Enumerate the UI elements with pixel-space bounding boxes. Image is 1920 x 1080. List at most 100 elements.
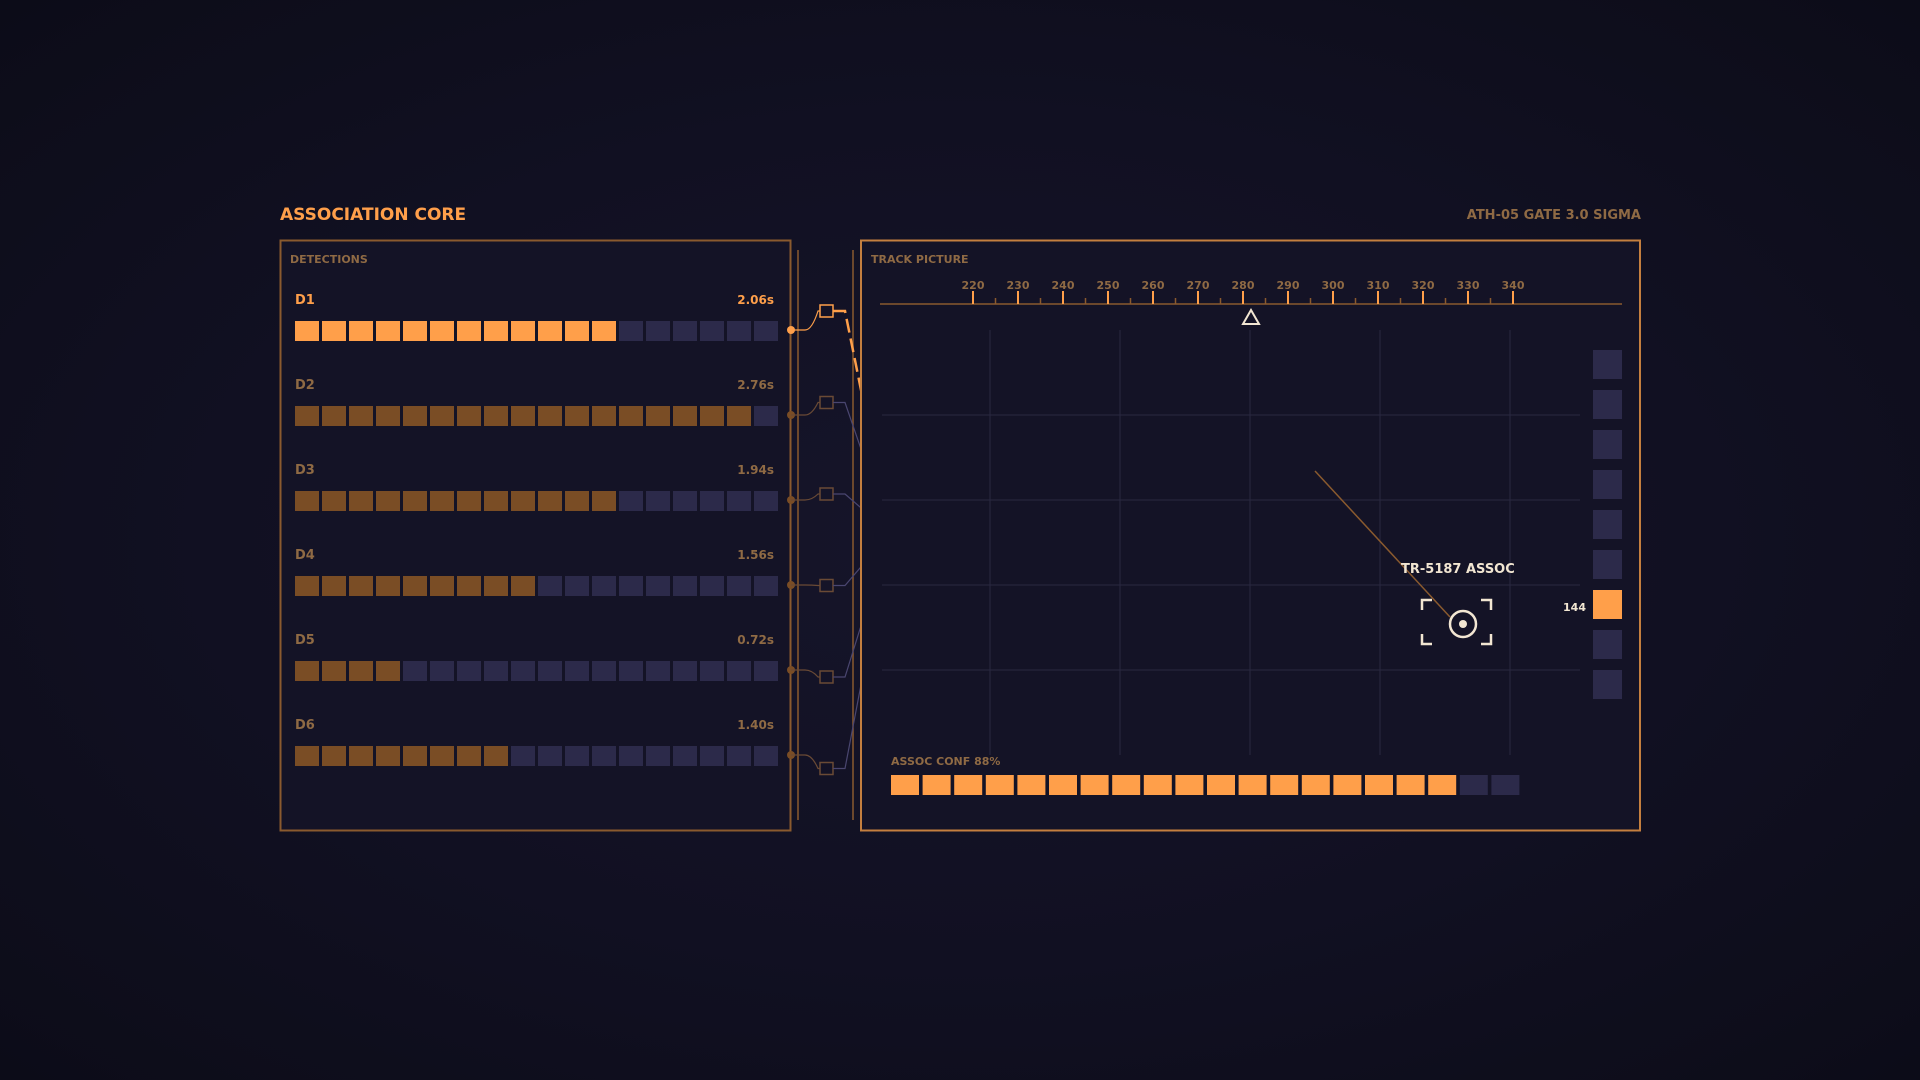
link-gate-icon[interactable] <box>819 578 834 593</box>
detection-segment <box>565 661 589 681</box>
link-line <box>791 754 820 770</box>
assoc-confidence-segment <box>1491 775 1520 795</box>
level-cell[interactable] <box>1593 510 1622 539</box>
detection-segment <box>403 576 427 596</box>
detection-segment <box>484 661 508 681</box>
detection-time: 1.56s <box>737 548 774 562</box>
bearing-marker-icon[interactable] <box>1241 307 1261 325</box>
level-readout: 144 <box>1563 601 1586 614</box>
association-links <box>787 250 892 820</box>
scale-tick-label: 280 <box>1232 279 1255 292</box>
link-line <box>791 310 820 331</box>
detection-segment <box>592 661 616 681</box>
detection-segment <box>673 321 697 341</box>
detection-segment <box>754 576 778 596</box>
assoc-confidence-segment <box>1112 775 1141 795</box>
detection-time: 1.94s <box>737 463 774 477</box>
assoc-confidence-segment <box>954 775 983 795</box>
level-cell[interactable] <box>1593 630 1622 659</box>
level-cell[interactable] <box>1593 470 1622 499</box>
detection-segment <box>430 321 454 341</box>
assoc-confidence-label: ASSOC CONF 88% <box>891 755 1000 768</box>
detection-segment <box>349 406 373 426</box>
detection-segment <box>295 491 319 511</box>
level-cell[interactable] <box>1593 670 1622 699</box>
detection-time: 1.40s <box>737 718 774 732</box>
detection-segment <box>727 321 751 341</box>
detection-row-d6[interactable]: D6 1.40s <box>295 718 778 766</box>
detection-row-d3[interactable]: D3 1.94s <box>295 463 778 511</box>
detection-time: 0.72s <box>737 633 774 647</box>
detection-row-d2[interactable]: D2 2.76s <box>295 378 778 426</box>
detection-segment <box>700 576 724 596</box>
detection-segment <box>673 746 697 766</box>
detection-segment <box>457 746 481 766</box>
detection-segment <box>403 491 427 511</box>
assoc-confidence-segment <box>1080 775 1109 795</box>
detection-id: D1 <box>295 293 315 308</box>
detection-segment <box>295 321 319 341</box>
detection-segment <box>322 321 346 341</box>
detection-segment <box>349 491 373 511</box>
level-cell[interactable] <box>1593 350 1622 379</box>
detection-segment <box>619 576 643 596</box>
assoc-confidence-segment <box>1017 775 1046 795</box>
detection-segment <box>376 321 400 341</box>
target-label: TR-5187 ASSOC <box>1401 562 1515 577</box>
detection-segment <box>592 406 616 426</box>
assoc-confidence-segment <box>1049 775 1077 795</box>
detection-segment <box>322 491 346 511</box>
status-readout: ATH-05 GATE 3.0 SIGMA <box>1467 208 1641 223</box>
level-stack <box>1593 350 1622 699</box>
detection-segment <box>349 746 373 766</box>
detection-segment <box>295 576 319 596</box>
level-cell-active[interactable] <box>1593 590 1622 619</box>
link-gate-icon[interactable] <box>819 487 834 501</box>
detection-segment <box>565 406 589 426</box>
detection-segment <box>376 661 400 681</box>
target-reticle-icon[interactable] <box>1420 598 1493 646</box>
detection-segment <box>538 491 562 511</box>
detection-segment <box>646 406 670 426</box>
detection-segment <box>376 406 400 426</box>
detection-segment <box>754 406 778 426</box>
detection-segment <box>673 576 697 596</box>
link-gate-icon[interactable] <box>819 304 834 318</box>
detection-segment <box>754 321 778 341</box>
detection-segment <box>754 746 778 766</box>
scale-tick-label: 340 <box>1502 279 1525 292</box>
detection-segment <box>673 406 697 426</box>
detection-row-d1[interactable]: D1 2.06s <box>295 293 778 341</box>
detection-segment <box>511 491 535 511</box>
detection-segment <box>700 321 724 341</box>
assoc-confidence-segment <box>1396 775 1425 795</box>
detection-segment <box>457 576 481 596</box>
scale-tick-label: 270 <box>1187 279 1210 292</box>
link-gate-icon[interactable] <box>819 395 834 410</box>
link-gate-icon[interactable] <box>819 761 834 776</box>
detection-segment <box>646 321 670 341</box>
level-cell[interactable] <box>1593 390 1622 419</box>
detection-segment <box>727 491 751 511</box>
link-gate-icon[interactable] <box>819 670 834 684</box>
detection-segment <box>511 406 535 426</box>
level-cell[interactable] <box>1593 550 1622 579</box>
detection-row-d4[interactable]: D4 1.56s <box>295 548 778 596</box>
detection-segment <box>376 491 400 511</box>
detection-segment <box>727 661 751 681</box>
assoc-confidence-segment <box>1207 775 1235 795</box>
track-grid <box>882 330 1580 755</box>
link-line <box>791 401 820 416</box>
assoc-confidence-segment <box>1238 775 1267 795</box>
level-cell[interactable] <box>1593 430 1622 459</box>
detection-row-d5[interactable]: D5 0.72s <box>295 633 778 681</box>
detection-time: 2.06s <box>737 293 774 307</box>
detection-segment <box>754 661 778 681</box>
detection-segment <box>349 661 373 681</box>
bearing-scale: 220 230 240 250 260 270 280 290 300 310 320 330 340 <box>962 279 1525 304</box>
detection-segment <box>430 491 454 511</box>
detection-segment <box>646 746 670 766</box>
detection-segment <box>511 661 535 681</box>
assoc-confidence-segment <box>1333 775 1362 795</box>
